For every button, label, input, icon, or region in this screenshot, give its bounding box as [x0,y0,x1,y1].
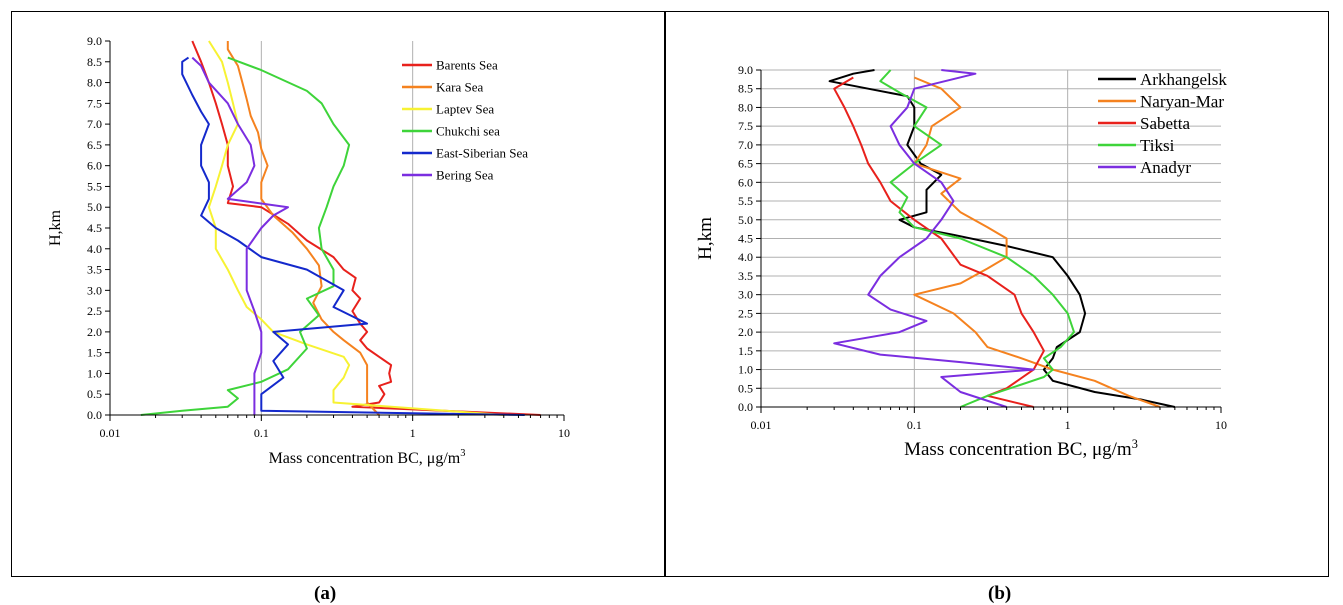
series-line-laptev-sea [207,40,504,416]
y-tick-label: 0.5 [87,387,102,401]
y-axis-label: H,km [47,209,64,246]
x-axis-label: Mass concentration BC, μg/m3 [269,448,466,467]
y-tick-label: 5.0 [87,200,102,214]
series-line-anadyr [833,69,1035,408]
y-tick-label: 9.0 [738,63,753,77]
legend-entry: Kara Sea [436,80,484,95]
y-tick-label: 2.5 [87,304,102,318]
x-axis-label-superscript: 3 [1132,437,1138,451]
series-line-kara-sea [226,41,380,416]
y-tick-label: 4.5 [738,232,753,246]
series-line-naryan-mar [913,76,1161,408]
panel-label-a: (a) [314,583,337,604]
y-tick-label: 5.0 [738,213,753,227]
x-tick-label: 10 [558,426,570,440]
y-tick-label: 9.0 [87,34,102,48]
legend-entry: Anadyr [1140,158,1191,177]
x-tick-label: 0.1 [907,418,922,432]
legend-entry: Arkhangelsk [1140,70,1227,89]
y-tick-label: 5.5 [738,194,753,208]
panel-label-b: (b) [988,583,1012,604]
y-tick-label: 1.0 [738,363,753,377]
y-tick-label: 8.0 [738,100,753,114]
y-tick-label: 0.5 [738,381,753,395]
y-tick-label: 3.5 [738,269,753,283]
y-tick-label: 4.0 [738,250,753,264]
y-tick-label: 8.0 [87,76,102,90]
panel-divider [664,11,666,577]
chart-panel-a: 0.01 0.1 1 10 0.0 0.5 1.0 1.5 2.0 2.5 3.0 3.5 4.0 4.5… [47,34,570,467]
y-tick-label: 6.5 [87,138,102,152]
series-line-chukchi-sea [140,56,351,416]
y-tick-label: 0.0 [87,408,102,422]
y-tick-label: 8.5 [738,82,753,96]
y-tick-label: 2.0 [738,325,753,339]
x-axis-label-superscript: 3 [460,448,465,459]
legend-entry: East-Siberian Sea [436,146,528,161]
y-tick-label: 3.5 [87,263,102,277]
figure-frame [11,11,1329,577]
y-tick-label: 6.0 [738,175,753,189]
legend-entry: Barents Sea [436,58,498,73]
x-axis-label: Mass concentration BC, μg/m3 [904,437,1138,460]
x-tick-label: 0.01 [751,418,772,432]
y-tick-label: 3.0 [87,283,102,297]
y-tick-label: 1.5 [738,344,753,358]
legend-entry: Tiksi [1140,136,1175,155]
y-tick-label: 4.0 [87,242,102,256]
y-tick-label: 2.5 [738,306,753,320]
legend-entry: Sabetta [1140,114,1190,133]
y-tick-label: 6.0 [87,159,102,173]
series-line-sabetta [833,76,1045,408]
y-tick-label: 1.0 [87,366,102,380]
y-tick-label: 8.5 [87,55,102,69]
series-line-bering-sea [191,56,289,415]
x-tick-label: 1 [410,426,416,440]
y-tick-label: 7.5 [738,119,753,133]
series-line-barents-sea [191,40,541,416]
legend-entry: Chukchi sea [436,124,500,139]
y-tick-label: 0.0 [738,400,753,414]
y-tick-label: 3.0 [738,288,753,302]
x-tick-label: 0.1 [254,426,269,440]
y-tick-label: 4.5 [87,221,102,235]
legend-entry: Laptev Sea [436,102,494,117]
legend-entry: Bering Sea [436,168,494,183]
series-line-tiksi [879,69,1075,408]
legend-entry: Naryan-Mar [1140,92,1224,111]
series-line-east-siberian-sea [181,56,525,416]
y-tick-label: 5.5 [87,179,102,193]
y-tick-label: 1.5 [87,346,102,360]
y-tick-label: 2.0 [87,325,102,339]
y-tick-label: 7.0 [738,138,753,152]
x-tick-label: 10 [1215,418,1227,432]
chart-panel-b: 0.01 0.1 1 10 0.0 0.5 1.0 1.5 2.0 2.5 3.0 3.5 4.0 4.5… [695,63,1227,460]
x-tick-label: 0.01 [100,426,121,440]
x-tick-label: 1 [1065,418,1071,432]
y-tick-label: 7.0 [87,117,102,131]
y-axis-label: H,km [695,217,716,260]
y-tick-label: 6.5 [738,157,753,171]
y-tick-label: 7.5 [87,96,102,110]
